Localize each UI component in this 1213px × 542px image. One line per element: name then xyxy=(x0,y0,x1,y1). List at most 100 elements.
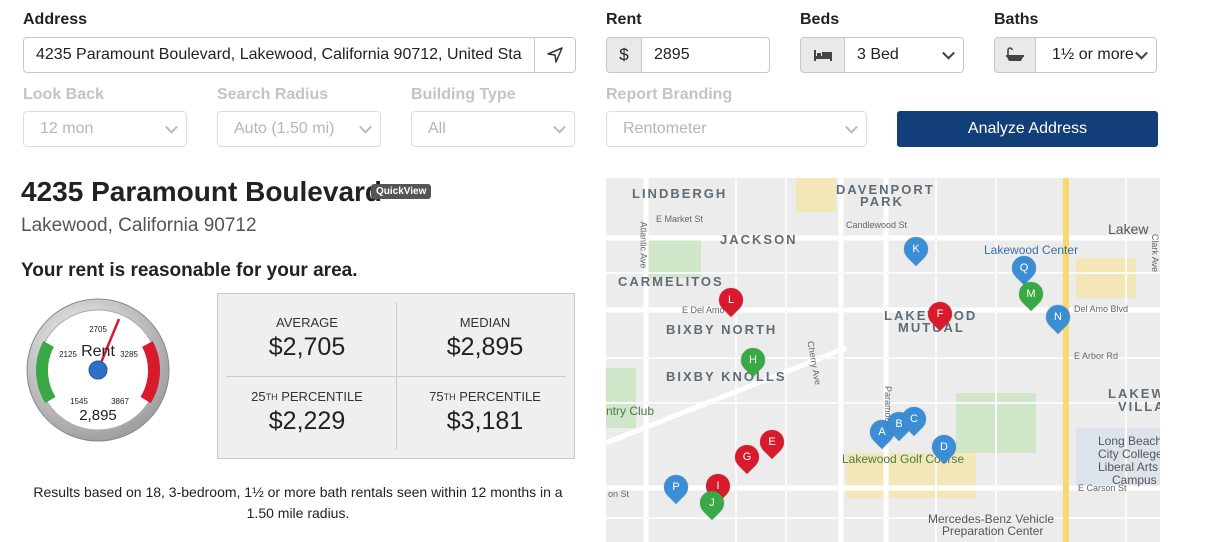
map-label: Long Beach xyxy=(1098,434,1160,448)
select-value: All xyxy=(428,120,446,137)
map-label: Liberal Arts xyxy=(1098,460,1159,474)
branding-select[interactable]: Rentometer xyxy=(606,111,867,147)
map-label: E Del Amo xyxy=(682,305,725,315)
select-value: 3 Bed xyxy=(857,46,899,63)
ordinal: 75 xyxy=(429,389,444,404)
beds-select[interactable]: 3 Bed xyxy=(844,37,964,73)
ordinal: 25 xyxy=(251,389,266,404)
radius-select[interactable]: Auto (1.50 mi) xyxy=(217,111,381,147)
map-pin[interactable]: M xyxy=(1014,277,1048,311)
map-label: City College xyxy=(1098,447,1160,461)
map-label: LAKEW xyxy=(1108,386,1160,401)
pin-letter: M xyxy=(1026,288,1036,300)
gauge-scale-label: 3867 xyxy=(111,397,129,406)
pin-letter: D xyxy=(940,441,948,453)
stat-value: $2,705 xyxy=(268,333,346,361)
map-label: Campus xyxy=(1112,473,1157,487)
map-label: E Market St xyxy=(656,214,704,224)
currency-prefix: $ xyxy=(606,37,642,73)
map-label: on St xyxy=(608,489,630,499)
rent-input[interactable]: 2895 xyxy=(641,37,770,73)
gauge-scale-label: 1545 xyxy=(70,397,88,406)
map-pin[interactable]: K xyxy=(899,232,933,266)
stat-label-text: PERCENTILE xyxy=(281,389,363,404)
locate-button[interactable] xyxy=(534,37,576,73)
map-label: JACKSON xyxy=(720,232,798,247)
stat-value: $3,181 xyxy=(446,407,524,435)
address-input[interactable]: 4235 Paramount Boulevard, Lakewood, Cali… xyxy=(23,37,535,73)
analyze-button[interactable]: Analyze Address xyxy=(897,111,1158,147)
stat-value: $2,229 xyxy=(268,407,346,435)
pin-letter: H xyxy=(749,354,757,366)
field-label: Rent xyxy=(606,11,642,28)
map-label: BIXBY NORTH xyxy=(666,322,778,337)
map-label: E Carson St xyxy=(1078,483,1127,493)
map-label: Lakewood Golf Course xyxy=(842,452,965,466)
gauge-value: 2,895 xyxy=(79,407,117,424)
field-label: Baths xyxy=(994,11,1039,28)
map-pin[interactable]: D xyxy=(927,430,961,464)
pin-letter: E xyxy=(768,436,776,448)
map-label: VILLA xyxy=(1118,399,1160,414)
field-label: Beds xyxy=(800,11,840,28)
map-pin[interactable]: F xyxy=(923,297,957,331)
stat-label: 25TH PERCENTILE xyxy=(218,389,396,404)
pin-letter: L xyxy=(727,294,735,306)
ordinal-suffix: TH xyxy=(265,392,278,402)
pin-letter: K xyxy=(912,243,920,255)
stat-label: MEDIAN xyxy=(459,315,511,330)
select-value: Auto (1.50 mi) xyxy=(234,120,335,137)
select-value: 12 mon xyxy=(40,120,94,137)
select-value: 1½ or more xyxy=(1052,46,1134,63)
gauge-scale-label: 2125 xyxy=(59,350,77,359)
map-label: ntry Club xyxy=(606,404,655,418)
map-pin[interactable]: C xyxy=(897,402,931,436)
pin-letter: N xyxy=(1054,311,1062,323)
select-value: Rentometer xyxy=(623,120,707,137)
map-label: Atlantic Ave xyxy=(638,221,649,269)
field-label: Report Branding xyxy=(606,86,733,103)
field-label: Search Radius xyxy=(217,86,329,103)
results-note: Results based on 18, 3-bedroom, 1½ or mo… xyxy=(33,484,563,521)
map-pin[interactable]: N xyxy=(1041,300,1075,334)
locate-icon xyxy=(547,47,563,63)
map-pin[interactable]: Q xyxy=(1007,251,1041,285)
building-type-select[interactable]: All xyxy=(411,111,575,147)
baths-select[interactable]: 1½ or more xyxy=(1035,37,1157,73)
pin-letter: F xyxy=(936,308,944,320)
map-label: Candlewood St xyxy=(846,220,908,230)
look-back-select[interactable]: 12 mon xyxy=(23,111,187,147)
field-label: Building Type xyxy=(411,86,516,103)
gauge-hub xyxy=(88,360,108,380)
map[interactable]: LINDBERGH DAVENPORT PARK E Market St Can… xyxy=(606,178,1160,542)
map-pin[interactable]: H xyxy=(736,343,770,377)
map-label: DAVENPORT xyxy=(836,182,935,197)
stat-label-text: PERCENTILE xyxy=(459,389,541,404)
result-subtitle: Lakewood, California 90712 xyxy=(21,215,257,236)
gauge-title: Rent xyxy=(81,343,115,360)
bed-icon xyxy=(800,37,845,73)
map-pin[interactable]: P xyxy=(659,470,693,504)
result-verdict: Your rent is reasonable for your area. xyxy=(21,260,358,281)
map-label: Preparation Center xyxy=(942,524,1044,538)
result-title: 4235 Paramount Boulevard xyxy=(21,176,383,207)
map-pin[interactable]: J xyxy=(695,486,729,520)
field-label: Look Back xyxy=(23,86,104,103)
map-pin[interactable]: L xyxy=(714,283,748,317)
map-label: PARK xyxy=(860,194,904,209)
map-label: Clark Ave xyxy=(1150,233,1160,273)
stat-label: AVERAGE xyxy=(276,315,338,330)
bath-icon xyxy=(994,37,1036,73)
gauge-scale-label: 3285 xyxy=(120,350,138,359)
map-label: Mercedes-Benz Vehicle xyxy=(928,512,1055,526)
rent-gauge: 1545 2125 2705 3285 3867 Rent 2,895 xyxy=(26,298,170,442)
ordinal-suffix: TH xyxy=(443,392,456,402)
stats-panel: AVERAGE $2,705 MEDIAN $2,895 25TH PERCEN… xyxy=(217,293,575,459)
map-pin[interactable]: E xyxy=(755,425,789,459)
quickview-badge: QuickView xyxy=(371,184,432,199)
map-pin[interactable]: G xyxy=(730,440,764,474)
stat-label: 75TH PERCENTILE xyxy=(396,389,574,404)
pin-letter: P xyxy=(672,481,680,493)
